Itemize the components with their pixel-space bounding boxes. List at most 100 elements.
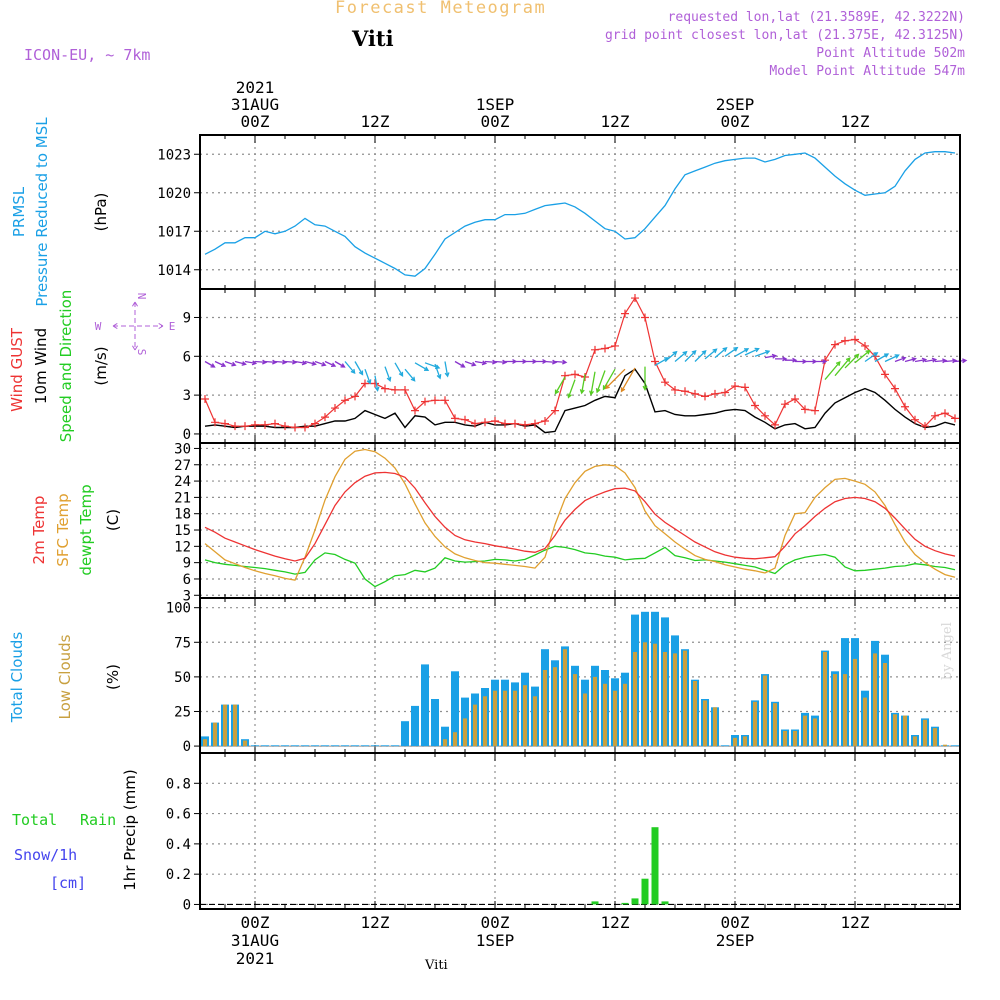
cloud-bar-low bbox=[883, 663, 887, 746]
cloud-bar-total bbox=[251, 745, 259, 747]
top-time-label: 12Z bbox=[841, 112, 870, 131]
gust-marker bbox=[381, 384, 389, 393]
wind-arrow bbox=[714, 347, 728, 359]
compass-n: N bbox=[135, 293, 148, 300]
series-line-wind10m bbox=[204, 368, 956, 434]
cloud-bar-low bbox=[453, 732, 457, 746]
y-tick-label: 0 bbox=[183, 897, 191, 913]
gust-marker bbox=[341, 396, 349, 405]
gust-marker bbox=[371, 379, 379, 388]
y-tick-label: 1020 bbox=[157, 186, 191, 202]
cloud-bar-total bbox=[321, 745, 329, 747]
cloud-bar-low bbox=[753, 701, 757, 747]
chart-title: Forecast Meteogram bbox=[335, 0, 547, 18]
cloud-bar-low bbox=[643, 642, 647, 747]
gust-marker bbox=[941, 409, 949, 418]
cloud-bar-total bbox=[261, 745, 269, 747]
wind-arrow bbox=[934, 358, 948, 364]
cloud-bar-low bbox=[933, 728, 937, 747]
wind-arrow bbox=[864, 352, 879, 363]
cloud-bar-low bbox=[843, 674, 847, 747]
gust-marker bbox=[641, 313, 649, 322]
cloud-bar-total bbox=[381, 745, 389, 747]
gust-marker bbox=[501, 419, 509, 428]
wind-arrow bbox=[214, 360, 227, 368]
cloud-bar-low bbox=[233, 704, 237, 747]
bottom-time-label: 12Z bbox=[841, 913, 870, 932]
wind-arrow bbox=[414, 362, 430, 371]
cloud-bar-low bbox=[813, 718, 817, 747]
wind-arrow bbox=[374, 375, 380, 392]
y-tick-label: 9 bbox=[183, 556, 191, 572]
wind-arrow bbox=[834, 357, 851, 377]
wind-arrow bbox=[244, 360, 258, 366]
wind-arrow bbox=[805, 359, 818, 364]
top-time-label: 2SEP bbox=[716, 95, 755, 114]
cloud-bar-total bbox=[431, 699, 439, 747]
wind-arrow bbox=[674, 350, 688, 362]
cloud-bar-low bbox=[533, 696, 537, 747]
wind-arrow bbox=[602, 368, 616, 391]
wind-arrow bbox=[734, 348, 750, 357]
cloud-bar-low bbox=[213, 722, 217, 747]
wind-arrow bbox=[204, 360, 216, 368]
wind-arrow bbox=[474, 360, 488, 366]
bottom-time-label: 1SEP bbox=[476, 931, 515, 950]
wind-arrow bbox=[595, 370, 606, 394]
cloud-bar-total bbox=[401, 721, 409, 747]
gust-marker bbox=[391, 385, 399, 394]
wind-arrow bbox=[484, 359, 498, 365]
cloud-bar-low bbox=[463, 718, 467, 747]
gust-marker bbox=[711, 389, 719, 398]
cloud-bar-low bbox=[653, 643, 657, 747]
cloud-bar-total bbox=[411, 705, 419, 746]
side-label: Low Clouds bbox=[56, 634, 74, 719]
gust-marker bbox=[701, 392, 709, 401]
cloud-bar-low bbox=[823, 652, 827, 747]
gust-marker bbox=[861, 341, 869, 350]
gust-marker bbox=[351, 392, 359, 401]
wind-arrow bbox=[944, 358, 958, 364]
wind-arrow bbox=[404, 368, 416, 382]
wind-arrow bbox=[344, 361, 356, 375]
y-tick-label: 30 bbox=[174, 441, 191, 457]
wind-arrow bbox=[604, 368, 626, 390]
wind-arrow bbox=[894, 356, 907, 363]
gust-marker bbox=[321, 413, 329, 422]
series-line-gust bbox=[204, 296, 956, 429]
footer-location: Viti bbox=[425, 958, 448, 973]
gust-marker bbox=[211, 418, 219, 427]
cloud-bar-total bbox=[291, 745, 299, 747]
side-label: SFC Temp bbox=[54, 493, 72, 566]
gust-marker bbox=[471, 419, 479, 428]
gust-marker bbox=[511, 419, 519, 428]
side-label: (C) bbox=[104, 509, 122, 531]
gust-marker bbox=[451, 414, 459, 423]
wind-arrow bbox=[234, 360, 247, 366]
top-time-label: 2021 bbox=[236, 78, 275, 97]
gust-marker bbox=[791, 395, 799, 403]
series-line-t2m bbox=[204, 471, 956, 562]
cloud-bar-low bbox=[473, 704, 477, 747]
gust-marker bbox=[721, 388, 729, 397]
gust-marker bbox=[781, 400, 789, 409]
y-tick-label: 18 bbox=[174, 507, 191, 523]
wind-arrow bbox=[754, 349, 771, 357]
side-label: Wind GUST bbox=[8, 327, 26, 412]
wind-arrow bbox=[354, 361, 364, 376]
cloud-bar-low bbox=[693, 681, 697, 746]
cloud-bar-low bbox=[503, 690, 507, 747]
cloud-bar-low bbox=[563, 649, 567, 747]
rain-bar bbox=[631, 898, 639, 905]
requested-coords: requested lon,lat (21.3589E, 42.3222N) bbox=[667, 10, 965, 25]
side-label-cm: [cm] bbox=[50, 874, 86, 892]
panel-border bbox=[199, 752, 961, 910]
y-tick-label: 21 bbox=[174, 490, 191, 506]
cloud-bar-total bbox=[341, 745, 349, 747]
wind-arrow bbox=[304, 360, 317, 366]
gust-marker bbox=[661, 378, 669, 387]
wind-arrow bbox=[384, 366, 392, 382]
side-label-precip: 1hr Precip (mm) bbox=[121, 769, 139, 890]
cloud-bar-low bbox=[913, 736, 917, 747]
